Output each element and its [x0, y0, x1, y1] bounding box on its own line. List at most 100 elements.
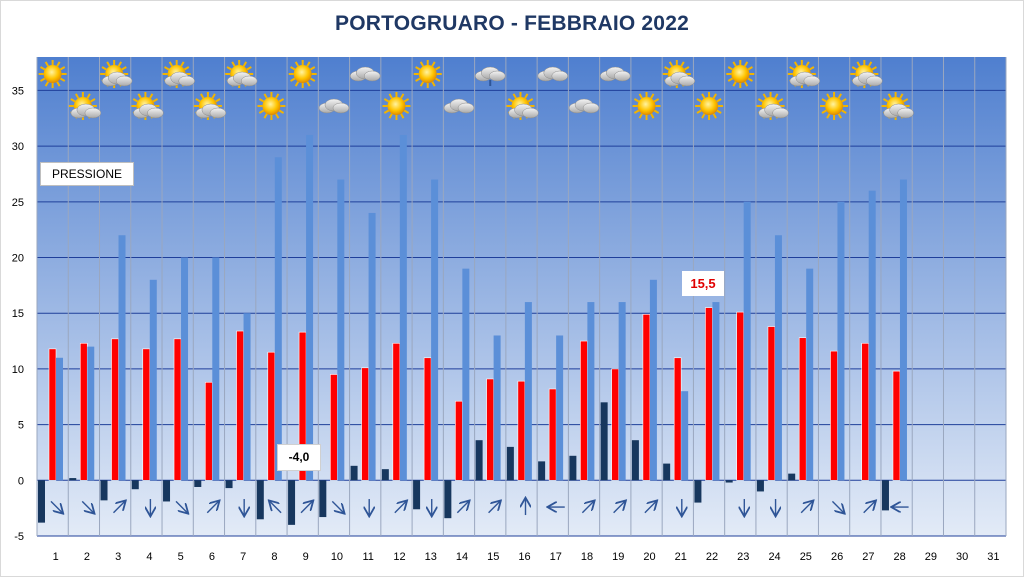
- bar-min-temp: [413, 480, 421, 510]
- bar-wind: [87, 346, 95, 481]
- bar-min-temp: [69, 478, 77, 481]
- partly-cloudy-icon: [68, 92, 102, 120]
- x-tick-label: 2: [84, 551, 90, 563]
- bar-wind: [837, 201, 845, 481]
- bar-wind: [681, 391, 689, 481]
- cloud-icon: [537, 66, 569, 82]
- x-tick-label: 12: [393, 551, 405, 563]
- y-tick-label: 35: [12, 85, 24, 97]
- bar-wind: [431, 179, 439, 481]
- bar-max-temp: [455, 400, 463, 481]
- wind-arrow: [581, 501, 593, 514]
- bar-min-temp: [319, 480, 327, 518]
- x-tick-label: 8: [271, 551, 277, 563]
- bar-max-temp: [48, 348, 57, 481]
- wind-arrow: [613, 501, 625, 514]
- bar-min-temp: [569, 455, 577, 481]
- x-tick-label: 7: [240, 551, 246, 563]
- bar-max-temp: [392, 342, 401, 481]
- partly-cloudy-icon: [787, 60, 821, 88]
- bar-min-temp: [600, 402, 608, 481]
- x-tick-label: 28: [893, 551, 905, 563]
- bar-max-temp: [142, 348, 151, 481]
- bar-max-temp: [517, 380, 526, 481]
- bar-min-temp: [631, 440, 639, 481]
- wind-arrow: [331, 500, 343, 512]
- partly-cloudy-icon: [193, 92, 227, 120]
- bar-max-temp: [548, 388, 557, 481]
- bar-wind: [524, 302, 532, 481]
- bar-min-temp: [131, 480, 139, 490]
- cloud-icon: [600, 66, 631, 82]
- min-temperature-label: -4,0: [277, 444, 321, 471]
- x-tick-label: 20: [643, 551, 655, 563]
- sun-icon: [695, 92, 724, 120]
- x-tick-label: 1: [53, 551, 59, 563]
- bar-min-temp: [256, 480, 264, 520]
- bar-min-temp: [225, 480, 233, 489]
- bar-max-temp: [330, 374, 338, 481]
- chart-title: PORTOGRUARO - FEBBRAIO 2022: [335, 12, 689, 35]
- sun-icon: [38, 60, 67, 88]
- bar-wind: [774, 235, 782, 481]
- cloud-icon: [349, 66, 381, 82]
- bar-wind: [712, 302, 720, 481]
- partly-cloudy-icon: [850, 60, 883, 88]
- sun-icon: [257, 92, 286, 120]
- bar-wind: [56, 357, 63, 481]
- x-tick-label: 31: [987, 551, 999, 563]
- bar-max-temp: [673, 357, 682, 481]
- bar-min-temp: [506, 446, 514, 481]
- x-tick-label: 29: [925, 551, 937, 563]
- bar-min-temp: [694, 480, 702, 503]
- wind-arrow: [300, 501, 312, 514]
- bar-wind: [493, 335, 501, 481]
- y-tick-label: 5: [18, 420, 24, 432]
- bar-min-temp: [663, 463, 671, 481]
- bar-wind: [649, 279, 657, 481]
- x-tick-label: 24: [768, 551, 780, 563]
- wind-arrow: [488, 501, 500, 514]
- y-tick-label: 10: [12, 364, 24, 376]
- partly-cloudy-icon: [662, 60, 696, 88]
- x-tick-label: 6: [209, 551, 215, 563]
- partly-cloudy-icon: [162, 60, 195, 88]
- rain-icon: [474, 66, 506, 86]
- bar-min-temp: [350, 465, 358, 481]
- sun-icon: [632, 92, 661, 120]
- x-tick-label: 27: [862, 551, 874, 563]
- x-tick-label: 25: [800, 551, 812, 563]
- x-tick-label: 21: [675, 551, 687, 563]
- bar-min-temp: [194, 480, 202, 487]
- sun-icon: [288, 60, 317, 88]
- x-tick-label: 19: [612, 551, 624, 563]
- bar-wind: [399, 134, 407, 481]
- bar-max-temp: [267, 351, 276, 481]
- bar-wind: [212, 257, 220, 481]
- wind-arrow: [270, 501, 282, 514]
- bar-wind: [181, 257, 189, 481]
- wind-arrow: [112, 501, 124, 514]
- bar-max-temp: [361, 367, 369, 481]
- y-tick-label: -5: [14, 531, 24, 543]
- wind-arrow: [800, 501, 812, 514]
- bar-max-temp: [892, 370, 901, 481]
- bar-wind: [118, 235, 126, 481]
- x-tick-label: 26: [831, 551, 843, 563]
- bar-wind: [868, 190, 876, 481]
- wind-arrow: [50, 500, 62, 512]
- partly-cloudy-icon: [881, 92, 914, 120]
- sun-icon: [820, 92, 849, 120]
- bar-max-temp: [79, 342, 88, 481]
- x-tick-label: 9: [303, 551, 309, 563]
- bar-max-temp: [767, 326, 776, 481]
- partly-cloudy-icon: [131, 92, 164, 120]
- sun-icon: [382, 92, 411, 120]
- bar-max-temp: [486, 378, 494, 481]
- x-tick-label: 15: [487, 551, 499, 563]
- x-tick-label: 3: [115, 551, 121, 563]
- bar-wind: [899, 179, 907, 481]
- bar-wind: [274, 157, 282, 481]
- x-tick-label: 13: [425, 551, 437, 563]
- bar-max-temp: [830, 350, 838, 481]
